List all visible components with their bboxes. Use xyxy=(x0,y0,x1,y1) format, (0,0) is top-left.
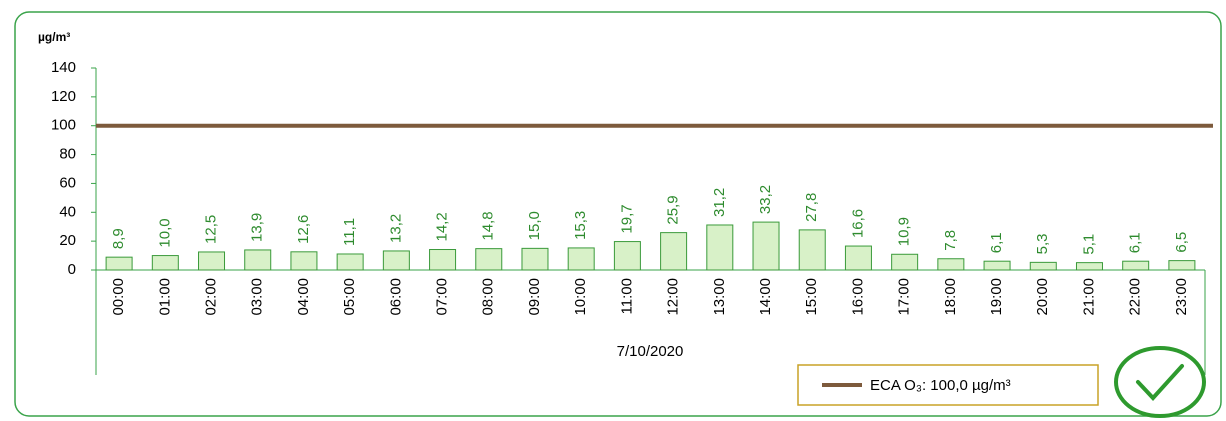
x-tick-label: 01:00 xyxy=(156,278,173,316)
value-label: 14,8 xyxy=(480,211,497,240)
x-tick-label: 18:00 xyxy=(942,278,959,316)
bar xyxy=(244,249,272,271)
x-tick-label: 08:00 xyxy=(480,278,497,316)
bar xyxy=(1168,260,1196,271)
x-tick-label: 04:00 xyxy=(295,278,312,316)
bar xyxy=(613,241,641,271)
value-label: 6,5 xyxy=(1173,232,1190,253)
x-tick-label: 23:00 xyxy=(1173,278,1190,316)
x-tick-label: 09:00 xyxy=(526,278,543,316)
bar xyxy=(1029,261,1057,271)
bar xyxy=(1122,260,1150,271)
x-tick-label: 00:00 xyxy=(110,278,127,316)
value-label: 33,2 xyxy=(757,185,774,214)
bar xyxy=(382,250,410,271)
y-tick-label: 40 xyxy=(59,203,76,220)
value-label: 7,8 xyxy=(942,230,959,251)
x-tick-label: 13:00 xyxy=(711,278,728,316)
x-tick-label: 16:00 xyxy=(849,278,866,316)
x-tick-label: 03:00 xyxy=(249,278,266,316)
y-tick-label: 140 xyxy=(51,59,76,76)
bar xyxy=(937,258,965,271)
bar xyxy=(706,224,734,271)
x-tick-label: 11:00 xyxy=(618,278,635,314)
bar xyxy=(1075,262,1103,271)
value-label: 16,6 xyxy=(849,209,866,238)
value-label: 8,9 xyxy=(110,228,127,249)
bar xyxy=(521,247,549,271)
value-label: 13,2 xyxy=(387,214,404,243)
x-tick-label: 22:00 xyxy=(1127,278,1144,316)
bar xyxy=(798,229,826,271)
value-label: 6,1 xyxy=(988,232,1005,253)
x-tick-label: 12:00 xyxy=(665,278,682,316)
value-label: 27,8 xyxy=(803,193,820,222)
x-tick-label: 17:00 xyxy=(896,278,913,316)
chart-frame xyxy=(14,11,1222,417)
x-tick-label: 02:00 xyxy=(202,278,219,316)
x-tick-label: 19:00 xyxy=(988,278,1005,316)
bar xyxy=(198,251,226,271)
legend-label: ECA O₃: 100,0 µg/m³ xyxy=(870,377,1011,394)
x-tick-label: 14:00 xyxy=(757,278,774,316)
value-label: 31,2 xyxy=(711,188,728,217)
bar xyxy=(844,245,872,271)
x-tick-label: 10:00 xyxy=(572,278,589,316)
bar xyxy=(336,253,364,271)
value-label: 10,0 xyxy=(156,218,173,247)
y-tick-label: 60 xyxy=(59,174,76,191)
value-label: 5,1 xyxy=(1080,234,1097,255)
y-tick-label: 120 xyxy=(51,88,76,105)
bar xyxy=(151,255,179,271)
y-tick-label: 20 xyxy=(59,232,76,249)
x-tick-label: 05:00 xyxy=(341,278,358,316)
x-tick-label: 06:00 xyxy=(387,278,404,316)
bar xyxy=(105,256,133,271)
value-label: 5,3 xyxy=(1034,233,1051,254)
value-label: 19,7 xyxy=(618,204,635,233)
bar xyxy=(429,249,457,271)
value-label: 14,2 xyxy=(434,212,451,241)
bar xyxy=(660,232,688,271)
bar xyxy=(290,251,318,271)
value-label: 6,1 xyxy=(1127,232,1144,253)
bar xyxy=(752,221,780,271)
value-label: 25,9 xyxy=(665,195,682,224)
check-mark xyxy=(1136,364,1184,401)
bar xyxy=(891,253,919,271)
value-label: 12,5 xyxy=(202,215,219,244)
value-label: 10,9 xyxy=(896,217,913,246)
x-axis-label: 7/10/2020 xyxy=(617,343,684,360)
y-tick-label: 0 xyxy=(68,261,76,278)
y-tick-label: 80 xyxy=(59,146,76,163)
y-axis-label: µg/m³ xyxy=(38,30,70,44)
value-label: 13,9 xyxy=(249,213,266,242)
x-tick-label: 21:00 xyxy=(1080,278,1097,316)
x-tick-label: 07:00 xyxy=(434,278,451,316)
x-tick-label: 20:00 xyxy=(1034,278,1051,316)
bar xyxy=(567,247,595,271)
value-label: 15,0 xyxy=(526,211,543,240)
value-label: 12,6 xyxy=(295,215,312,244)
bar xyxy=(983,260,1011,271)
value-label: 15,3 xyxy=(572,211,589,240)
value-label: 11,1 xyxy=(341,218,358,246)
y-tick-label: 100 xyxy=(51,117,76,134)
bar xyxy=(475,248,503,271)
x-tick-label: 15:00 xyxy=(803,278,820,316)
check-icon xyxy=(1114,346,1206,418)
